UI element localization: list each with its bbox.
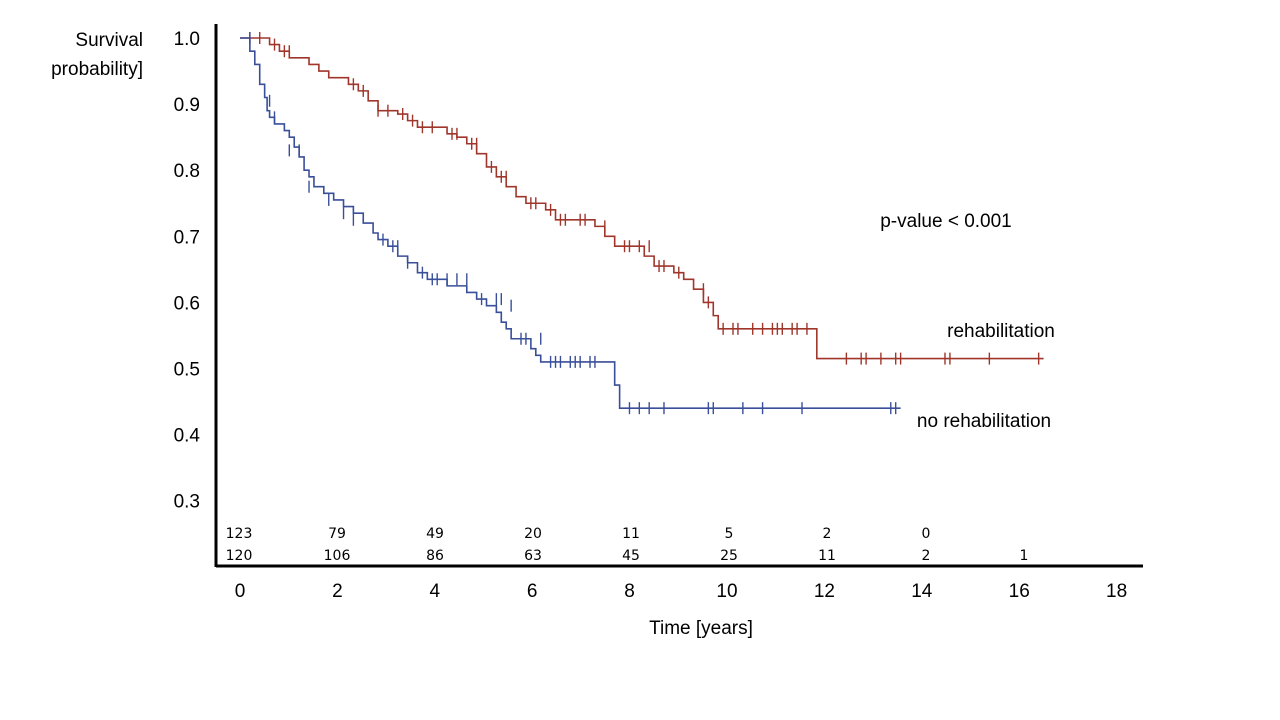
- y-tick-label: 0.8: [174, 161, 200, 182]
- x-tick-label: 14: [911, 581, 933, 602]
- at-risk-no-rehabilitation: 1: [1020, 548, 1029, 564]
- no-rehabilitation-curve: [240, 37, 901, 409]
- at-risk-rehabilitation: 0: [922, 526, 931, 542]
- at-risk-no-rehabilitation: 106: [324, 548, 351, 564]
- at-risk-no-rehabilitation: 11: [818, 548, 836, 564]
- at-risk-rehabilitation: 79: [328, 526, 346, 542]
- y-tick-label: 0.6: [174, 293, 200, 314]
- survival-curves: [240, 32, 1044, 415]
- at-risk-rehabilitation: 49: [426, 526, 444, 542]
- at-risk-no-rehabilitation: 25: [720, 548, 738, 564]
- x-tick-label: 12: [814, 581, 835, 602]
- at-risk-rehabilitation: 20: [524, 526, 542, 542]
- x-axis-title: Time [years]: [649, 618, 753, 639]
- at-risk-rehabilitation: 123: [226, 526, 253, 542]
- x-tick-labels: 0 2 4 6 8 10 12 14 16 18: [235, 581, 1127, 602]
- x-tick-label: 10: [716, 581, 737, 602]
- y-axis-title-line-2: probability]: [51, 59, 143, 80]
- at-risk-no-rehabilitation: 86: [426, 548, 444, 564]
- at-risk-no-rehabilitation: 2: [922, 548, 931, 564]
- at-risk-rehabilitation: 11: [622, 526, 640, 542]
- x-tick-label: 8: [624, 581, 635, 602]
- y-tick-label: 0.5: [174, 360, 200, 381]
- rehabilitation-curve: [240, 37, 1044, 360]
- x-tick-label: 4: [430, 581, 441, 602]
- y-tick-label: 0.3: [174, 492, 200, 513]
- p-value-annotation: p-value < 0.001: [880, 211, 1012, 232]
- x-tick-label: 6: [527, 581, 538, 602]
- x-tick-label: 16: [1009, 581, 1030, 602]
- at-risk-rehabilitation: 2: [823, 526, 832, 542]
- y-tick-labels: 1.0 0.9 0.8 0.7 0.6 0.5 0.4 0.3: [174, 29, 201, 513]
- y-axis-title-line-1: Survival: [75, 30, 143, 51]
- at-risk-rehabilitation: 5: [725, 526, 734, 542]
- y-tick-label: 0.4: [174, 426, 201, 447]
- at-risk-no-rehabilitation: 63: [524, 548, 542, 564]
- at-risk-no-rehabilitation: 120: [226, 548, 253, 564]
- at-risk-no-rehabilitation: 45: [622, 548, 640, 564]
- x-tick-label: 18: [1106, 581, 1127, 602]
- y-tick-label: 1.0: [174, 29, 200, 50]
- no-rehabilitation-series-label: no rehabilitation: [917, 411, 1051, 432]
- y-tick-label: 0.7: [174, 227, 200, 248]
- x-tick-label: 2: [332, 581, 343, 602]
- rehabilitation-series-label: rehabilitation: [947, 321, 1055, 342]
- x-tick-label: 0: [235, 581, 246, 602]
- y-tick-label: 0.9: [174, 95, 200, 116]
